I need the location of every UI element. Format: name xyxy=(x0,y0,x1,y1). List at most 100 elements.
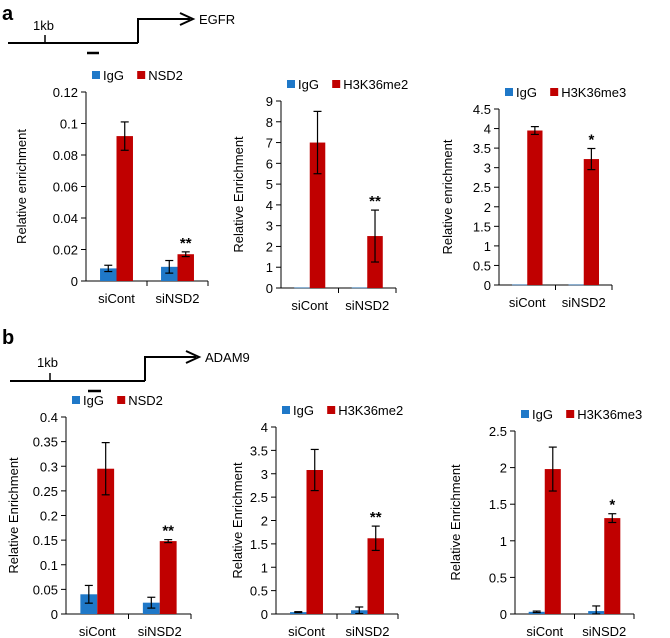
significance-label: ** xyxy=(370,509,382,526)
y-tick-label: 8 xyxy=(266,115,273,130)
scale-label: 1kb xyxy=(37,355,58,370)
arrow-head-icon xyxy=(185,350,202,364)
y-tick-label: 4 xyxy=(266,198,273,213)
gene-label: EGFR xyxy=(199,12,235,27)
legend: IgG H3K36me2 xyxy=(287,77,408,92)
y-tick-label: 7 xyxy=(266,136,273,151)
legend-swatch-target xyxy=(117,396,126,404)
bar-target xyxy=(367,538,384,614)
y-tick-label: 1.5 xyxy=(250,537,268,552)
bar-target xyxy=(604,518,621,614)
bar-igg xyxy=(100,268,117,281)
legend-label: IgG xyxy=(103,68,124,83)
bar-target xyxy=(116,136,133,281)
legend: IgG H3K36me3 xyxy=(521,407,642,422)
y-tick-label: 0 xyxy=(484,278,491,293)
y-tick-label: 2 xyxy=(500,461,507,476)
y-tick-label: 3 xyxy=(266,219,273,234)
y-tick-label: 2 xyxy=(261,514,268,529)
tss-arrow xyxy=(144,356,196,381)
panel-letter-a: a xyxy=(2,3,14,25)
legend-label: H3K36me3 xyxy=(577,407,642,422)
tss-arrow xyxy=(137,18,190,43)
legend-label: NSD2 xyxy=(148,68,183,83)
y-tick-label: 0.1 xyxy=(60,117,78,132)
legend-label: H3K36me2 xyxy=(338,403,403,418)
panel-a: a 1kb EGFR xyxy=(2,3,235,55)
y-axis-label: Relative Enrichment xyxy=(230,462,245,579)
gene-label: ADAM9 xyxy=(205,350,250,365)
y-tick-label: 0.2 xyxy=(40,509,58,524)
y-tick-label: 0.4 xyxy=(40,410,58,425)
y-tick-label: 0 xyxy=(266,281,273,296)
y-tick-label: 0.15 xyxy=(33,533,58,548)
y-tick-label: 1 xyxy=(500,534,507,549)
legend-swatch-target xyxy=(327,406,336,414)
legend: IgG NSD2 xyxy=(72,393,163,408)
legend-swatch-igg xyxy=(505,88,513,96)
x-tick-label: siCont xyxy=(509,295,546,310)
y-tick-label: 2.5 xyxy=(489,424,507,439)
significance-label: ** xyxy=(162,523,174,540)
y-tick-label: 0.04 xyxy=(53,211,78,226)
gene-diagram-egfr: 1kb EGFR xyxy=(8,12,235,55)
panel-b: b 1kb ADAM9 xyxy=(2,327,250,393)
x-tick-label: siNSD2 xyxy=(138,624,182,638)
bar-target xyxy=(583,159,600,285)
bar-target xyxy=(97,468,115,614)
y-tick-label: 3 xyxy=(261,467,268,482)
bar-target xyxy=(544,469,561,614)
y-tick-label: 1 xyxy=(266,260,273,275)
y-tick-label: 1.5 xyxy=(489,497,507,512)
y-tick-label: 0.06 xyxy=(53,180,78,195)
significance-label: ** xyxy=(180,235,192,252)
significance-label: ** xyxy=(369,193,381,210)
bar-igg xyxy=(80,594,98,614)
legend-swatch-target xyxy=(332,80,341,88)
legend-swatch-target xyxy=(137,71,146,79)
scale-label: 1kb xyxy=(33,18,54,33)
y-tick-label: 2.5 xyxy=(473,180,491,195)
chart-a-1: 0 0.02 0.04 0.06 0.08 0.1 0.12 Relative enrichm… xyxy=(14,68,209,306)
chart-b-2: 0 0.5 1 1.5 2 2.5 3 3.5 4 Relative Enrichment siCo… xyxy=(230,403,403,638)
y-tick-label: 0.3 xyxy=(40,459,58,474)
y-tick-label: 0.1 xyxy=(40,558,58,573)
y-tick-label: 1 xyxy=(484,239,491,254)
y-tick-label: 0.08 xyxy=(53,148,78,163)
x-tick-label: siCont xyxy=(291,298,328,313)
y-tick-label: 0.05 xyxy=(33,582,58,597)
y-tick-label: 1 xyxy=(261,560,268,575)
x-tick-label: siCont xyxy=(526,624,563,638)
y-tick-label: 2 xyxy=(266,239,273,254)
legend-label: IgG xyxy=(298,77,319,92)
chart-b-3: 0 0.5 1 1.5 2 2.5 Relative Enrichment siCont siN… xyxy=(448,407,642,638)
y-tick-label: 0.25 xyxy=(33,484,58,499)
significance-label: * xyxy=(588,132,594,149)
legend-swatch-target xyxy=(550,88,559,96)
y-tick-label: 0.02 xyxy=(53,243,78,258)
bar-igg xyxy=(511,284,528,286)
bar-target xyxy=(527,130,543,285)
y-tick-label: 0 xyxy=(261,607,268,622)
y-tick-label: 0 xyxy=(51,607,58,622)
y-tick-label: 0.35 xyxy=(33,435,58,450)
chart-b-1: 0 0.05 0.1 0.15 0.2 0.25 0.3 0.35 0.4 Relative En… xyxy=(6,393,192,638)
legend-swatch-igg xyxy=(72,396,80,404)
y-tick-label: 1.5 xyxy=(473,219,491,234)
bar-target xyxy=(306,470,323,614)
legend-label: IgG xyxy=(532,407,553,422)
y-tick-label: 2 xyxy=(484,200,491,215)
y-tick-label: 0.12 xyxy=(53,85,78,100)
legend: IgG H3K36me3 xyxy=(505,85,626,100)
bar-target xyxy=(177,254,194,281)
y-tick-label: 0.5 xyxy=(250,584,268,599)
x-tick-label: siNSD2 xyxy=(345,298,389,313)
legend-swatch-igg xyxy=(92,71,100,79)
y-axis-label: Relative Enrichment xyxy=(231,136,246,253)
y-tick-label: 3.5 xyxy=(473,141,491,156)
y-tick-label: 6 xyxy=(266,156,273,171)
y-tick-label: 4.5 xyxy=(473,102,491,117)
bar-target xyxy=(159,541,177,614)
